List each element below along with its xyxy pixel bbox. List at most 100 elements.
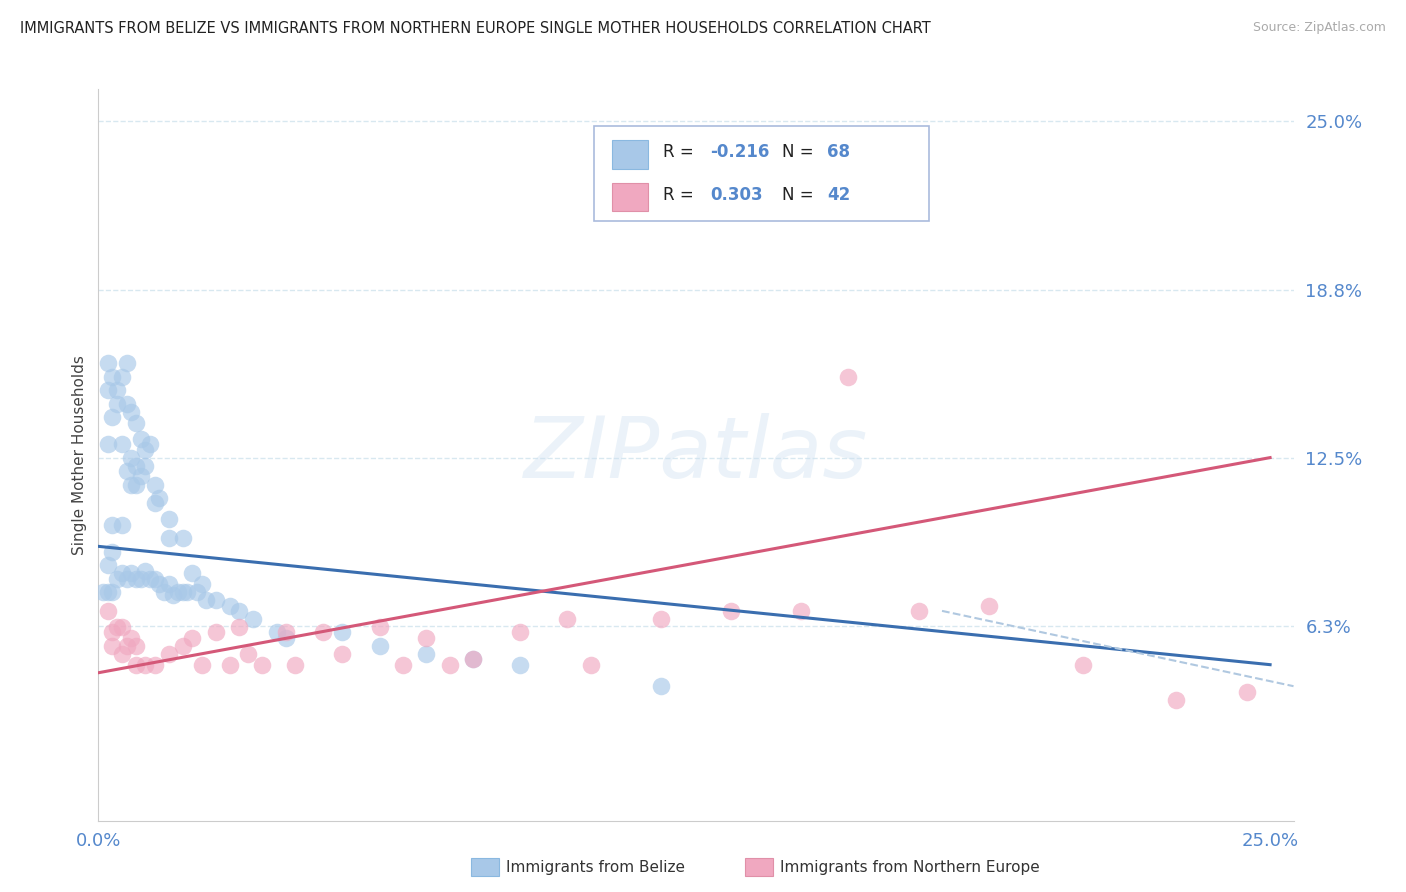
Point: [157, 512, 180, 526]
Text: ZIPatlas: ZIPatlas: [524, 413, 868, 497]
Point: [97, 356, 120, 371]
Point: [105, 620, 128, 634]
Point: [101, 625, 124, 640]
Point: [218, 657, 240, 672]
Point: [650, 612, 672, 626]
Text: R =: R =: [662, 186, 699, 204]
Point: [238, 647, 260, 661]
Point: [837, 370, 859, 384]
Point: [1071, 657, 1094, 672]
Point: [125, 657, 148, 672]
Point: [120, 477, 142, 491]
Point: [172, 531, 194, 545]
Point: [91, 585, 114, 599]
Point: [139, 437, 162, 451]
Point: [111, 517, 134, 532]
Point: [143, 496, 166, 510]
Point: [190, 577, 212, 591]
Point: [509, 657, 531, 672]
Point: [101, 545, 124, 559]
Point: [143, 657, 166, 672]
Point: [101, 639, 124, 653]
Point: [105, 397, 128, 411]
Text: -0.216: -0.216: [710, 144, 769, 161]
Point: [120, 450, 142, 465]
Point: [312, 625, 335, 640]
Point: [186, 585, 208, 599]
Text: N =: N =: [782, 144, 818, 161]
Point: [97, 604, 120, 618]
Text: IMMIGRANTS FROM BELIZE VS IMMIGRANTS FROM NORTHERN EUROPE SINGLE MOTHER HOUSEHOL: IMMIGRANTS FROM BELIZE VS IMMIGRANTS FRO…: [20, 21, 931, 36]
Point: [120, 405, 142, 419]
Point: [204, 593, 226, 607]
Point: [97, 585, 120, 599]
Point: [120, 631, 142, 645]
Point: [101, 370, 124, 384]
Point: [228, 620, 250, 634]
Point: [97, 558, 120, 573]
Point: [139, 572, 162, 586]
Point: [176, 585, 198, 599]
FancyBboxPatch shape: [613, 140, 648, 169]
Point: [115, 397, 138, 411]
Point: [274, 625, 297, 640]
Point: [555, 612, 578, 626]
Point: [125, 477, 148, 491]
FancyBboxPatch shape: [595, 126, 929, 221]
Point: [111, 370, 134, 384]
Point: [115, 356, 138, 371]
Point: [330, 625, 353, 640]
Point: [266, 625, 288, 640]
Point: [134, 442, 156, 457]
Point: [579, 657, 602, 672]
Point: [415, 647, 437, 661]
Point: [134, 657, 156, 672]
Point: [115, 464, 138, 478]
Point: [129, 469, 152, 483]
Point: [368, 620, 391, 634]
Point: [111, 566, 134, 581]
Point: [172, 639, 194, 653]
Point: [129, 432, 152, 446]
Text: 42: 42: [827, 186, 851, 204]
Point: [101, 517, 124, 532]
Point: [650, 679, 672, 693]
Point: [195, 593, 218, 607]
Point: [368, 639, 391, 653]
Point: [101, 410, 124, 425]
Point: [111, 620, 134, 634]
Text: Source: ZipAtlas.com: Source: ZipAtlas.com: [1253, 21, 1386, 34]
Point: [129, 572, 152, 586]
Point: [125, 639, 148, 653]
Text: 0.303: 0.303: [710, 186, 763, 204]
Point: [228, 604, 250, 618]
Point: [415, 631, 437, 645]
Point: [97, 384, 120, 398]
Point: [162, 588, 184, 602]
Point: [1236, 684, 1258, 698]
Point: [134, 458, 156, 473]
Point: [115, 639, 138, 653]
Point: [97, 437, 120, 451]
Point: [463, 652, 485, 666]
FancyBboxPatch shape: [613, 183, 648, 211]
Point: [463, 652, 485, 666]
Point: [181, 566, 204, 581]
Point: [125, 416, 148, 430]
Point: [111, 437, 134, 451]
Point: [218, 599, 240, 613]
Point: [790, 604, 813, 618]
Point: [105, 572, 128, 586]
Point: [148, 577, 170, 591]
Point: [1166, 692, 1188, 706]
Text: Immigrants from Belize: Immigrants from Belize: [506, 860, 685, 874]
Point: [105, 384, 128, 398]
Point: [907, 604, 929, 618]
Point: [143, 572, 166, 586]
Point: [242, 612, 264, 626]
Point: [252, 657, 274, 672]
Point: [157, 647, 180, 661]
Point: [439, 657, 461, 672]
Point: [125, 572, 148, 586]
Y-axis label: Single Mother Households: Single Mother Households: [72, 355, 87, 555]
